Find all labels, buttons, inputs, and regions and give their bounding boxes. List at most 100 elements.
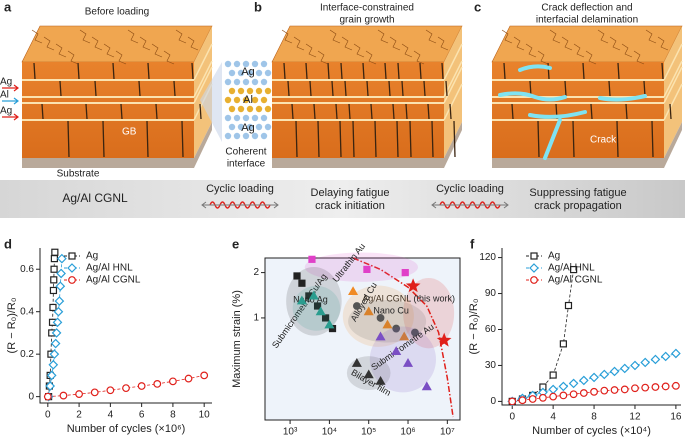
atom — [237, 105, 245, 113]
inset-caption: Coherent — [225, 147, 266, 158]
grain-boundary — [625, 103, 628, 120]
grain-boundary — [453, 120, 456, 158]
crack — [528, 110, 587, 119]
layer-label: Ag — [0, 77, 12, 88]
loading: Cyclic loading — [436, 183, 504, 195]
grain-boundary — [348, 103, 351, 120]
atom — [255, 105, 263, 113]
x-tick-label: 12 — [629, 412, 641, 423]
surface-crack — [525, 43, 537, 58]
marker — [518, 396, 527, 405]
surface-crack — [31, 29, 43, 44]
layer-line — [663, 43, 683, 81]
crack — [543, 118, 562, 160]
marker — [49, 286, 58, 295]
surface-crack — [317, 50, 329, 65]
marker — [436, 332, 452, 347]
atom — [228, 69, 236, 77]
x-tick-label: 8 — [591, 412, 597, 423]
marker — [308, 255, 316, 263]
surface-crack — [79, 29, 91, 44]
group-shade — [348, 299, 427, 343]
marker — [308, 290, 319, 300]
x-tick-label: 0 — [45, 410, 51, 421]
limit-curve — [352, 257, 454, 418]
marker — [539, 393, 547, 402]
atom — [251, 114, 259, 122]
grain-boundary — [582, 62, 585, 80]
x-tick-label: 10³ — [283, 427, 298, 438]
surface-crack — [537, 50, 549, 65]
inset-label: Al — [243, 94, 253, 106]
grain-boundary — [366, 80, 369, 97]
surface-crack — [341, 36, 353, 51]
surface-crack — [645, 29, 657, 44]
front-face — [492, 62, 664, 158]
grain-boundary — [392, 103, 395, 120]
y-tick-label: 90 — [485, 288, 497, 299]
marker — [375, 331, 386, 341]
y-tick-label: 0 — [28, 391, 34, 402]
group-shade — [292, 285, 341, 331]
grain-boundary — [120, 103, 123, 120]
y-axis-label: (R − R₀)/R₀ — [6, 298, 18, 354]
atom — [233, 132, 241, 140]
marker — [122, 384, 130, 393]
marker — [200, 371, 209, 380]
marker — [49, 349, 60, 360]
marker — [49, 303, 57, 312]
grain-boundary — [405, 103, 408, 120]
y-axis-label: Maximum strain (%) — [231, 290, 243, 388]
atom — [242, 60, 250, 68]
panel-letter: d — [4, 236, 12, 251]
marker — [600, 386, 609, 395]
legend-label: Ag/Al HNL — [548, 263, 595, 274]
grain-boundary — [77, 62, 80, 80]
top-face — [21, 25, 213, 63]
marker — [137, 382, 146, 390]
legend-label: Ag/Al HNL — [86, 263, 133, 274]
legend-marker — [530, 276, 538, 284]
y-tick-label: 120 — [479, 252, 496, 263]
atom — [246, 105, 254, 113]
atom — [255, 69, 263, 77]
layer-line — [193, 66, 213, 104]
x-tick-label: 10 — [199, 410, 211, 421]
surface-crack — [91, 36, 103, 51]
grain-boundary — [287, 80, 290, 97]
surface-crack — [597, 29, 609, 44]
grain-boundary — [33, 62, 36, 80]
diagram: a Before loading b Interface-constrainedgra… — [0, 0, 683, 209]
atom — [260, 96, 268, 104]
marker — [661, 382, 670, 391]
marker — [153, 379, 162, 388]
marker — [578, 375, 589, 386]
inset-caption: interface — [227, 159, 266, 170]
grain-boundary — [401, 80, 404, 97]
layer-label: Al — [0, 90, 9, 101]
inset-label: Ag — [241, 66, 254, 78]
atom — [260, 78, 268, 86]
marker — [298, 279, 306, 287]
grain-boundary — [147, 62, 150, 80]
surface-crack — [377, 29, 389, 44]
crack — [498, 91, 567, 102]
x-tick-label: 10⁴ — [322, 427, 337, 438]
grain-boundary — [283, 62, 286, 80]
surface-crack — [103, 43, 115, 58]
marker — [650, 354, 661, 365]
grain-boundary — [669, 103, 672, 120]
marker — [641, 383, 650, 392]
x-tick-label: 8 — [170, 410, 176, 421]
surface-crack — [437, 36, 449, 51]
panel-title: Crack deflection and — [541, 3, 632, 14]
grain-boundary — [155, 103, 158, 120]
surface-crack — [561, 36, 573, 51]
marker — [51, 248, 59, 256]
x-tick-label: 10⁷ — [440, 427, 455, 438]
grain-boundary — [572, 120, 575, 158]
marker — [169, 377, 177, 386]
surface-crack — [401, 43, 413, 58]
grain-boundary — [138, 80, 141, 97]
y-tick-label: 0.4 — [20, 306, 34, 317]
